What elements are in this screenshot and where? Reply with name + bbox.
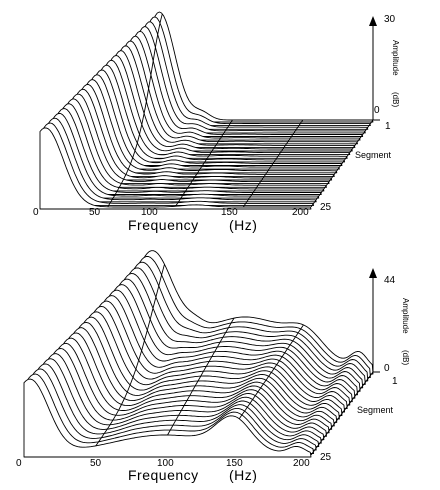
amplitude-tick-top: 44 [384, 275, 396, 286]
spectrum-trace-segment-25 [39, 127, 312, 210]
frequency-guide-lines [95, 264, 304, 447]
spectrum-trace-segment-10 [72, 54, 351, 156]
freq-tick-0: 0 [33, 207, 39, 218]
waterfall-chart-top: 30 0 Amplitude (dB) 1 25 Segment 0 50 10… [33, 11, 400, 233]
svg-text:Amplitude: Amplitude [401, 298, 410, 334]
segment-label: Segment [355, 150, 392, 160]
amplitude-tick-top: 30 [384, 14, 396, 25]
segment-axis [310, 371, 374, 456]
segment-tick-first: 1 [385, 121, 391, 132]
guide-line-50hz [95, 264, 165, 447]
guide-line-100hz [167, 317, 235, 436]
segment-tick-first: 1 [392, 376, 398, 387]
frequency-label: Frequency [128, 467, 199, 483]
segment-label: Segment [357, 405, 394, 415]
svg-text:(dB): (dB) [391, 92, 400, 107]
segment-tick-last: 25 [320, 202, 332, 213]
spectrum-traces [39, 11, 374, 210]
frequency-unit: (Hz) [229, 467, 257, 483]
svg-text:(dB): (dB) [401, 350, 410, 365]
segment-tick-last: 25 [320, 452, 332, 463]
svg-text:Amplitude: Amplitude [391, 40, 400, 76]
waterfall-chart-bottom: 44 0 Amplitude (dB) 1 25 Segment 0 50 10… [16, 250, 410, 483]
freq-tick-50: 50 [90, 458, 102, 469]
amplitude-label: Amplitude (dB) [391, 40, 400, 107]
guide-line-50hz [107, 13, 163, 208]
guide-line-100hz [175, 119, 233, 207]
freq-tick-100: 100 [141, 207, 158, 218]
segment-axis [310, 119, 374, 208]
freq-tick-100: 100 [157, 458, 174, 469]
freq-tick-150: 150 [226, 458, 243, 469]
frequency-unit: (Hz) [229, 217, 257, 233]
amplitude-label: Amplitude (dB) [401, 298, 410, 365]
guide-line-150hz [238, 324, 304, 420]
freq-tick-150: 150 [221, 207, 238, 218]
amplitude-tick-zero: 0 [374, 105, 380, 116]
spectrum-trace-segment-25 [23, 378, 312, 458]
freq-tick-200: 200 [293, 458, 310, 469]
amplitude-axis-arrow [369, 16, 377, 26]
frequency-guide-lines [107, 13, 304, 208]
frequency-label: Frequency [128, 217, 199, 233]
freq-tick-0: 0 [16, 458, 22, 469]
freq-tick-200: 200 [292, 207, 309, 218]
spectrum-traces [23, 250, 374, 458]
freq-tick-50: 50 [89, 207, 101, 218]
amplitude-tick-zero: 0 [384, 363, 390, 374]
amplitude-axis-arrow [369, 268, 377, 278]
spectrum-trace-segment-9 [74, 50, 353, 152]
guide-line-150hz [242, 119, 304, 208]
